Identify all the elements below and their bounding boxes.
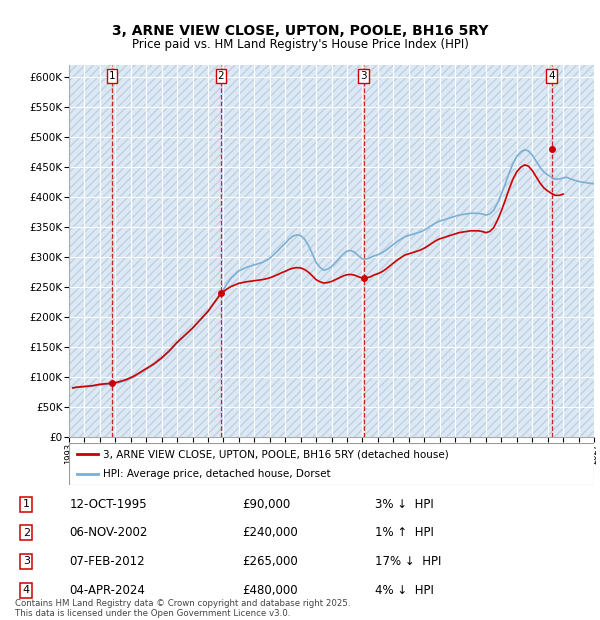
Text: Price paid vs. HM Land Registry's House Price Index (HPI): Price paid vs. HM Land Registry's House … — [131, 38, 469, 51]
Text: 3: 3 — [361, 71, 367, 81]
Text: 04-APR-2024: 04-APR-2024 — [70, 583, 145, 596]
Text: 06-NOV-2002: 06-NOV-2002 — [70, 526, 148, 539]
Text: 4% ↓  HPI: 4% ↓ HPI — [375, 583, 434, 596]
Text: 3, ARNE VIEW CLOSE, UPTON, POOLE, BH16 5RY: 3, ARNE VIEW CLOSE, UPTON, POOLE, BH16 5… — [112, 24, 488, 38]
Text: £480,000: £480,000 — [242, 583, 298, 596]
Text: £240,000: £240,000 — [242, 526, 298, 539]
Text: 12-OCT-1995: 12-OCT-1995 — [70, 498, 147, 511]
Text: £265,000: £265,000 — [242, 555, 298, 568]
Text: 17% ↓  HPI: 17% ↓ HPI — [375, 555, 441, 568]
Text: £90,000: £90,000 — [242, 498, 290, 511]
Text: 3, ARNE VIEW CLOSE, UPTON, POOLE, BH16 5RY (detached house): 3, ARNE VIEW CLOSE, UPTON, POOLE, BH16 5… — [103, 449, 449, 459]
Text: HPI: Average price, detached house, Dorset: HPI: Average price, detached house, Dors… — [103, 469, 331, 479]
Text: 3% ↓  HPI: 3% ↓ HPI — [375, 498, 434, 511]
Text: 2: 2 — [23, 528, 30, 538]
Text: 4: 4 — [548, 71, 555, 81]
Text: Contains HM Land Registry data © Crown copyright and database right 2025.
This d: Contains HM Land Registry data © Crown c… — [15, 599, 350, 618]
Text: 1% ↑  HPI: 1% ↑ HPI — [375, 526, 434, 539]
Text: 2: 2 — [218, 71, 224, 81]
Text: 07-FEB-2012: 07-FEB-2012 — [70, 555, 145, 568]
Text: 3: 3 — [23, 557, 30, 567]
Text: 1: 1 — [109, 71, 115, 81]
Text: 4: 4 — [23, 585, 30, 595]
Text: 1: 1 — [23, 499, 30, 509]
